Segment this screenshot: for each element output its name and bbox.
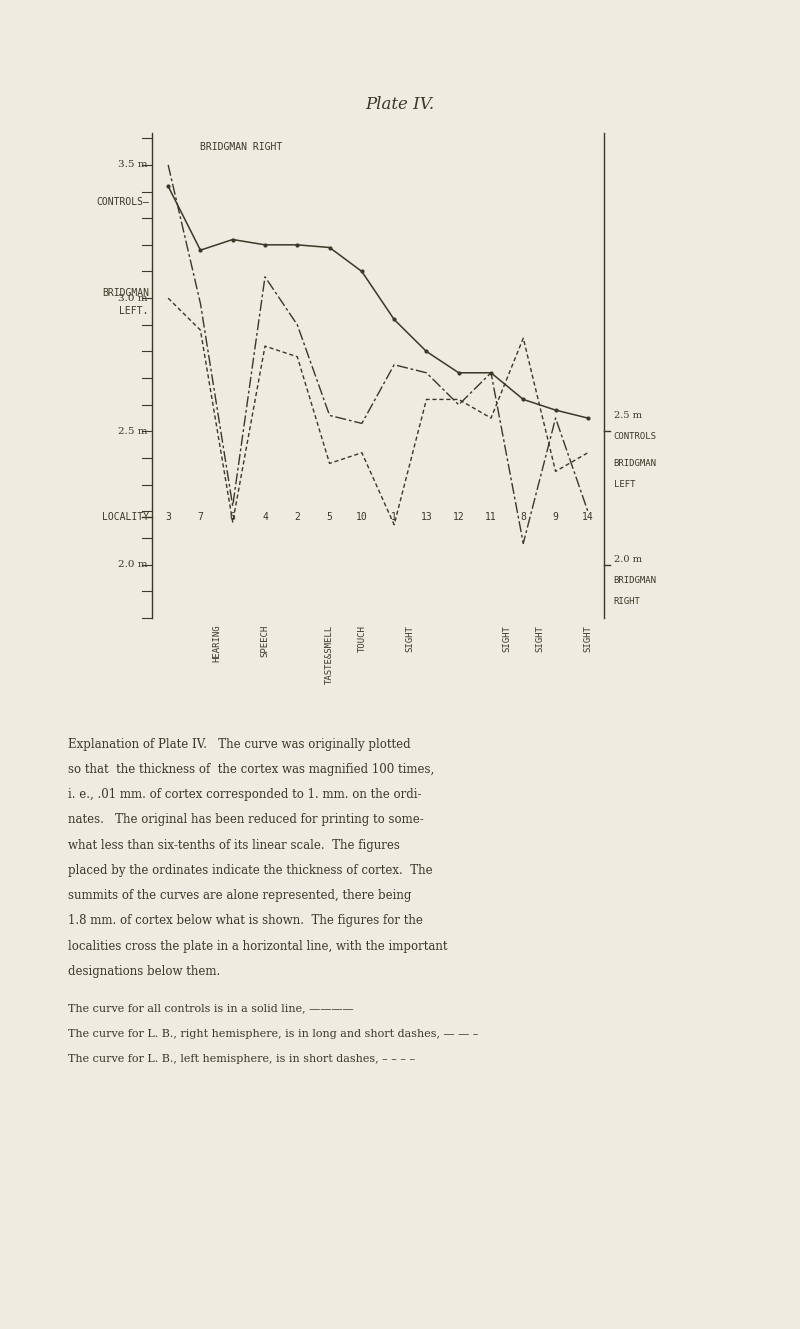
Text: nates.   The original has been reduced for printing to some-: nates. The original has been reduced for… <box>68 813 424 827</box>
Text: 6: 6 <box>230 512 236 522</box>
Text: 2.0 m: 2.0 m <box>614 554 642 563</box>
Text: RIGHT: RIGHT <box>614 598 641 606</box>
Text: 9: 9 <box>553 512 558 522</box>
Text: so that  the thickness of  the cortex was magnified 100 times,: so that the thickness of the cortex was … <box>68 763 434 776</box>
Text: designations below them.: designations below them. <box>68 965 220 978</box>
Text: The curve for L. B., right hemisphere, is in long and short dashes, — — –: The curve for L. B., right hemisphere, i… <box>68 1029 478 1039</box>
Text: 2.5 m: 2.5 m <box>614 411 642 420</box>
Text: SIGHT: SIGHT <box>583 625 592 651</box>
Text: BRIDGMAN: BRIDGMAN <box>614 577 657 585</box>
Text: TOUCH: TOUCH <box>358 625 366 651</box>
Text: 2.5 m: 2.5 m <box>118 427 147 436</box>
Text: 4: 4 <box>262 512 268 522</box>
Text: CONTROLS–: CONTROLS– <box>96 197 149 207</box>
Text: TASTE&SMELL: TASTE&SMELL <box>325 625 334 683</box>
Text: The curve for all controls is in a solid line, ————: The curve for all controls is in a solid… <box>68 1003 354 1014</box>
Text: 3.0 m: 3.0 m <box>118 294 147 303</box>
Text: 13: 13 <box>421 512 432 522</box>
Text: SIGHT: SIGHT <box>502 625 512 651</box>
Text: BRIDGMAN: BRIDGMAN <box>102 288 149 298</box>
Text: SPEECH: SPEECH <box>261 625 270 657</box>
Text: 2: 2 <box>294 512 300 522</box>
Text: 12: 12 <box>453 512 465 522</box>
Text: i. e., .01 mm. of cortex corresponded to 1. mm. on the ordi-: i. e., .01 mm. of cortex corresponded to… <box>68 788 422 801</box>
Text: SIGHT: SIGHT <box>535 625 544 651</box>
Text: 5: 5 <box>326 512 333 522</box>
Text: what less than six-tenths of its linear scale.  The figures: what less than six-tenths of its linear … <box>68 839 400 852</box>
Text: 11: 11 <box>485 512 497 522</box>
Text: summits of the curves are alone represented, there being: summits of the curves are alone represen… <box>68 889 411 902</box>
Text: LOCALITY: LOCALITY <box>102 512 149 522</box>
Text: LEFT: LEFT <box>614 480 635 489</box>
Text: LEFT.: LEFT. <box>119 307 149 316</box>
Text: 14: 14 <box>582 512 594 522</box>
Text: 1.8 mm. of cortex below what is shown.  The figures for the: 1.8 mm. of cortex below what is shown. T… <box>68 914 423 928</box>
Text: 3.5 m: 3.5 m <box>118 161 147 169</box>
Text: 1: 1 <box>391 512 397 522</box>
Text: The curve for L. B., left hemisphere, is in short dashes, – – – –: The curve for L. B., left hemisphere, is… <box>68 1054 415 1065</box>
Text: 10: 10 <box>356 512 368 522</box>
Text: CONTROLS: CONTROLS <box>614 432 657 441</box>
Text: BRIDGMAN RIGHT: BRIDGMAN RIGHT <box>201 142 282 152</box>
Text: Explanation of Plate IV.   The curve was originally plotted: Explanation of Plate IV. The curve was o… <box>68 738 410 751</box>
Text: SIGHT: SIGHT <box>406 625 414 651</box>
Text: 3: 3 <box>166 512 171 522</box>
Text: 8: 8 <box>520 512 526 522</box>
Text: localities cross the plate in a horizontal line, with the important: localities cross the plate in a horizont… <box>68 940 447 953</box>
Text: 2.0 m: 2.0 m <box>118 561 147 569</box>
Text: BRIDGMAN: BRIDGMAN <box>614 459 657 468</box>
Text: placed by the ordinates indicate the thickness of cortex.  The: placed by the ordinates indicate the thi… <box>68 864 433 877</box>
Text: Plate IV.: Plate IV. <box>366 96 434 113</box>
Text: 7: 7 <box>198 512 203 522</box>
Text: HEARING: HEARING <box>212 625 221 662</box>
